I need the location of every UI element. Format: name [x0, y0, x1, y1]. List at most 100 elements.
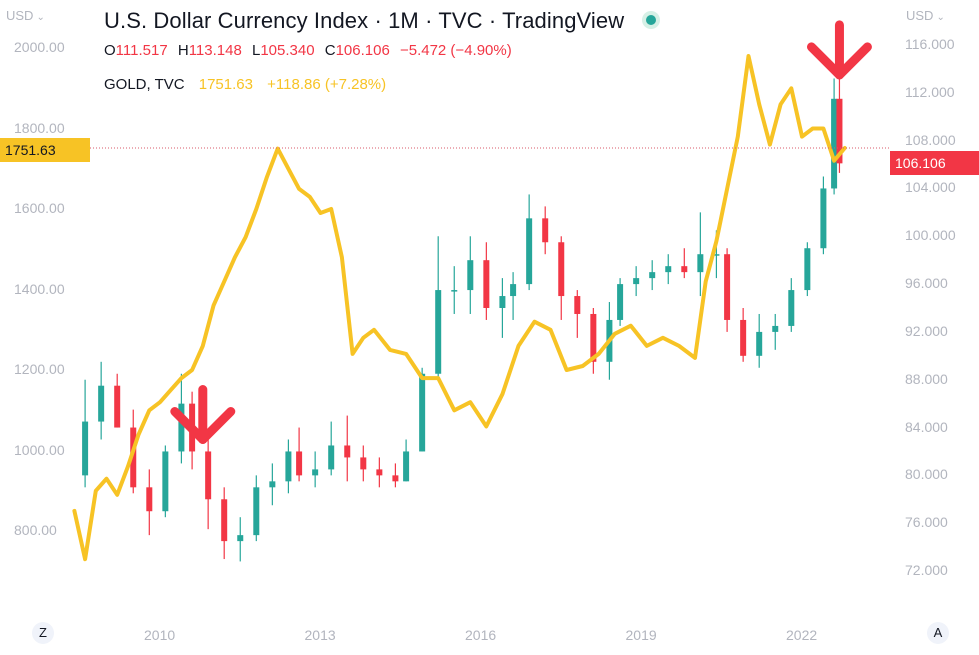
candle-body: [312, 469, 319, 476]
candle-body: [574, 296, 581, 314]
dxy-candle: [419, 367, 426, 452]
left-tick-label: 800.00: [14, 522, 57, 538]
dxy-candle: [574, 290, 581, 338]
candle-body: [178, 403, 185, 452]
dxy-candle: [772, 313, 779, 350]
dxy-candle: [649, 260, 656, 291]
candle-body: [788, 290, 795, 326]
candle-body: [253, 487, 260, 536]
dxy-candle: [328, 421, 335, 476]
down-arrow-icon: [806, 20, 872, 80]
close-label: C: [324, 42, 336, 59]
candle-body: [82, 421, 89, 476]
down-arrow-icon: [170, 385, 236, 444]
time-tick-label: 2013: [304, 627, 336, 643]
chevron-down-icon: ⌄: [36, 12, 45, 23]
candle-body: [328, 445, 335, 470]
left-tick-label: 1200.00: [14, 361, 65, 377]
right-tick-label: 112.000: [905, 83, 955, 100]
candle-body: [804, 248, 811, 291]
right-tick-label: 116.000: [905, 36, 955, 52]
candle-body: [419, 373, 426, 452]
candle-body: [772, 325, 779, 332]
auto-scale-button[interactable]: A: [927, 622, 949, 644]
change-value: −5.472 (−4.90%): [399, 42, 512, 59]
dxy-candle: [360, 445, 367, 482]
dxy-candle: [205, 439, 212, 530]
dxy-candle: [114, 373, 121, 428]
candle-body: [146, 487, 153, 512]
time-tick-label: 2010: [144, 627, 176, 643]
candle-body: [403, 451, 410, 482]
candle-body: [296, 451, 303, 476]
dxy-candle: [788, 278, 795, 332]
right-tick-label: 84.000: [905, 418, 948, 435]
candle-body: [590, 313, 597, 362]
dxy-candle: [146, 469, 153, 536]
candle-body: [451, 290, 458, 292]
candle-body: [617, 284, 624, 320]
dxy-candle: [435, 236, 442, 380]
candle-body: [237, 535, 244, 542]
candle-body: [510, 284, 517, 297]
dxy-candle: [681, 248, 688, 279]
low-label: L: [251, 42, 261, 59]
dxy-candle: [697, 212, 704, 297]
right-axis-unit[interactable]: USD ⌄: [906, 8, 945, 23]
dxy-candle: [831, 78, 838, 195]
close-value: 106.106: [335, 42, 390, 59]
left-tick-label: 1000.00: [14, 441, 65, 458]
time-tick-label: 2019: [625, 627, 657, 643]
right-tick-label: 108.000: [905, 131, 956, 148]
candle-body: [114, 385, 121, 428]
candle-body: [681, 266, 688, 273]
dxy-candle: [451, 266, 458, 314]
ohlc-legend: O111.517 H113.148 L105.340 C106.106 −5.4…: [104, 42, 512, 59]
candle-body: [360, 457, 367, 470]
right-tick-label: 80.000: [905, 466, 948, 483]
compare-change: +118.86 (+7.28%): [267, 76, 387, 93]
dxy-candle: [510, 272, 517, 320]
dxy-candle: [392, 463, 399, 488]
dxy-candle: [820, 176, 827, 255]
dxy-candle: [253, 475, 260, 542]
dxy-candle: [617, 278, 624, 326]
dxy-candle: [237, 517, 244, 562]
dxy-candle: [98, 361, 105, 440]
market-status-icon[interactable]: [642, 11, 661, 30]
open-value: 111.517: [115, 42, 168, 59]
dxy-candle: [467, 236, 474, 314]
left-axis-unit[interactable]: USD ⌄: [6, 8, 45, 23]
right-tick-label: 88.000: [905, 370, 948, 387]
right-axis-unit-label: USD: [906, 8, 934, 23]
candle-body: [526, 218, 533, 285]
dxy-candle: [633, 266, 640, 297]
arrow-annotations: [170, 20, 872, 444]
candle-body: [205, 451, 212, 500]
time-tick-label: 2016: [465, 627, 497, 643]
dxy-candle: [344, 415, 351, 482]
compare-legend[interactable]: GOLD, TVC 1751.63 +118.86 (+7.28%): [104, 76, 386, 93]
dxy-candle: [526, 194, 533, 291]
left-axis-unit-label: USD: [6, 8, 34, 23]
dxy-candle: [403, 439, 410, 482]
low-value: 105.340: [260, 42, 315, 59]
candle-body: [285, 451, 292, 482]
candle-body: [649, 272, 656, 279]
dxy-candle: [558, 236, 565, 320]
dxy-candle: [285, 439, 292, 494]
chart-title: U.S. Dollar Currency Index · 1M · TVC · …: [104, 8, 661, 34]
dxy-candle: [724, 248, 731, 332]
compare-value: 1751.63: [198, 76, 253, 93]
zoom-reset-button[interactable]: Z: [32, 622, 54, 644]
candle-body: [665, 266, 672, 273]
right-tick-label: 72.000: [905, 562, 948, 578]
candle-body: [221, 499, 228, 542]
candle-body: [269, 481, 276, 488]
candle-body: [724, 254, 731, 320]
candle-body: [558, 242, 565, 297]
candle-body: [344, 445, 351, 458]
right-tick-label: 100.000: [905, 227, 956, 244]
dxy-candle: [590, 308, 597, 374]
